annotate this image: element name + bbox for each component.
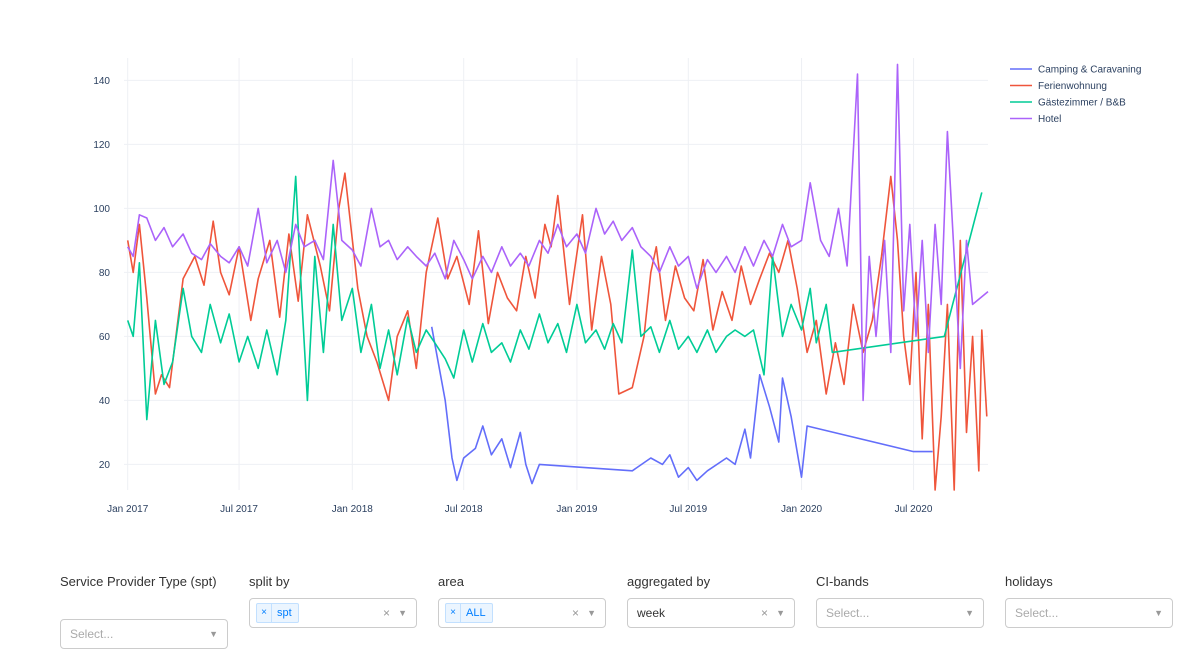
x-tick-label: Jul 2020 [895,504,933,515]
split-by-select[interactable]: × spt × ▼ [249,598,417,628]
x-tick-label: Jan 2019 [556,504,598,515]
y-tick-label: 100 [93,204,110,215]
y-tick-label: 80 [99,268,111,279]
y-tick-label: 60 [99,332,111,343]
spt-control: Service Provider Type (spt) Select... ▼ [60,572,228,649]
area-control: area × ALL × ▼ [438,572,606,628]
series-line[interactable] [430,326,933,485]
x-tick-label: Jul 2017 [220,504,258,515]
holidays-placeholder: Select... [1015,606,1059,620]
chevron-down-icon[interactable]: ▼ [587,608,596,618]
y-axis-ticks: 20 40 60 80 100 120 140 [93,76,110,471]
series-line[interactable] [127,63,989,402]
y-tick-label: 140 [93,76,110,87]
split-by-control: split by × spt × ▼ [249,572,417,628]
y-tick-label: 20 [99,460,111,471]
y-tick-label: 120 [93,140,110,151]
legend-label: Gästezimmer / B&B [1038,98,1126,109]
spt-placeholder: Select... [70,627,114,641]
aggregated-by-select[interactable]: week × ▼ [627,598,795,628]
tag-remove-icon[interactable]: × [446,604,461,622]
x-axis-ticks: Jan 2017 Jul 2017 Jan 2018 Jul 2018 Jan 2019… [107,504,933,515]
ci-bands-select[interactable]: Select... ▼ [816,598,984,628]
x-tick-label: Jan 2017 [107,504,149,515]
legend-item[interactable]: Hotel [1010,114,1061,125]
series-line[interactable] [126,175,983,421]
legend-item[interactable]: Camping & Caravaning [1010,65,1141,76]
area-tag: × ALL [445,603,493,623]
legend-item[interactable]: Ferienwohnung [1010,81,1107,92]
split-by-tag-label: spt [277,607,292,619]
holidays-select[interactable]: Select... ▼ [1005,598,1173,628]
legend-label: Ferienwohnung [1038,81,1107,92]
tag-remove-icon[interactable]: × [257,604,272,622]
area-select[interactable]: × ALL × ▼ [438,598,606,628]
holidays-control: holidays Select... ▼ [1005,572,1173,628]
aggregated-by-control: aggregated by week × ▼ [627,572,795,628]
x-tick-label: Jan 2020 [781,504,823,515]
x-tick-label: Jul 2019 [669,504,707,515]
ci-bands-control: CI-bands Select... ▼ [816,572,984,628]
chevron-down-icon[interactable]: ▼ [1154,608,1163,618]
legend: Camping & Caravaning Ferienwohnung Gästezi… [1010,65,1141,125]
legend-label: Hotel [1038,114,1061,125]
clear-icon[interactable]: × [382,606,390,620]
spt-label: Service Provider Type (spt) [60,574,217,589]
chevron-down-icon[interactable]: ▼ [776,608,785,618]
series-lines [126,63,989,491]
holidays-label: holidays [1005,574,1053,589]
spt-select[interactable]: Select... ▼ [60,619,228,649]
aggregated-by-value: week [637,606,666,620]
split-by-label: split by [249,574,290,589]
legend-item[interactable]: Gästezimmer / B&B [1010,98,1126,109]
area-label: area [438,574,465,589]
split-by-tag: × spt [256,603,299,623]
ci-bands-placeholder: Select... [826,606,870,620]
area-tag-label: ALL [466,607,486,619]
chevron-down-icon[interactable]: ▼ [209,629,218,639]
x-tick-label: Jul 2018 [445,504,483,515]
filter-controls: Service Provider Type (spt) Select... ▼ … [60,572,1180,652]
chevron-down-icon[interactable]: ▼ [965,608,974,618]
clear-icon[interactable]: × [571,606,579,620]
ci-bands-label: CI-bands [816,574,869,589]
clear-icon[interactable]: × [760,606,768,620]
legend-label: Camping & Caravaning [1038,65,1141,76]
aggregated-by-label: aggregated by [627,574,711,589]
x-tick-label: Jan 2018 [332,504,374,515]
chevron-down-icon[interactable]: ▼ [398,608,407,618]
y-tick-label: 40 [99,396,111,407]
